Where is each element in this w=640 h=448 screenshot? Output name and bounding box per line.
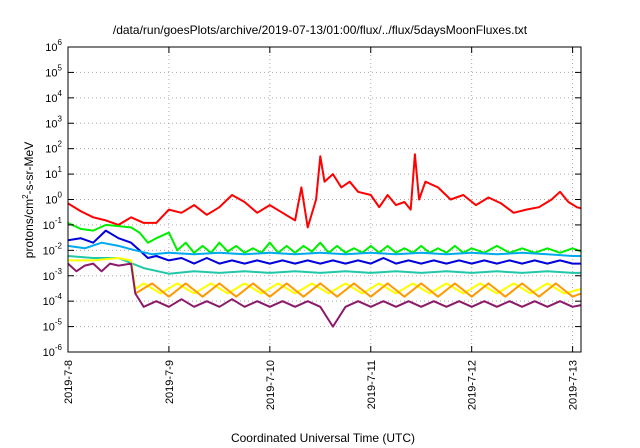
y-axis-label-base: protons/cm bbox=[22, 199, 36, 258]
y-tick-label: 106 bbox=[45, 38, 62, 54]
series-line-6 bbox=[68, 257, 582, 295]
y-tick-label: 103 bbox=[45, 114, 62, 130]
grid-lines bbox=[67, 47, 581, 352]
y-tick-label: 10-5 bbox=[43, 318, 63, 334]
x-tick-label: 2019-7-8 bbox=[63, 360, 75, 404]
series-line-8 bbox=[67, 262, 582, 328]
x-axis-ticks: 2019-7-8 2019-7-9 2019-7-10 2019-7-11 2019-7… bbox=[63, 47, 580, 410]
y-axis-label: protons/cm2-s-sr-MeV bbox=[21, 142, 36, 258]
y-tick-label: 101 bbox=[45, 165, 62, 181]
y-tick-label: 10-1 bbox=[43, 216, 63, 232]
y-axis-label-rest: -s-sr-MeV bbox=[22, 142, 36, 195]
y-tick-label: 10-2 bbox=[43, 241, 63, 257]
series-line-4 bbox=[67, 241, 581, 257]
y-axis-label-sup: 2 bbox=[21, 194, 30, 199]
series-line-5 bbox=[67, 255, 581, 275]
series-line-2 bbox=[67, 221, 582, 254]
chart-title: /data/run/goesPlots/archive/2019-07-13/0… bbox=[113, 23, 528, 37]
y-tick-label: 104 bbox=[45, 89, 62, 105]
y-tick-label: 102 bbox=[45, 140, 62, 156]
series-line-1 bbox=[67, 153, 582, 229]
y-tick-label: 10-4 bbox=[43, 292, 63, 308]
series-line-3 bbox=[67, 229, 581, 265]
y-tick-label: 105 bbox=[45, 63, 62, 79]
series-line-7 bbox=[134, 282, 582, 298]
x-tick-label: 2019-7-10 bbox=[265, 360, 277, 410]
series-layer bbox=[67, 153, 582, 328]
y-axis-ticks: 10-6 10-5 10-4 10-3 10-2 10-1 100 101 102 103 104 1… bbox=[43, 38, 581, 359]
x-tick-label: 2019-7-9 bbox=[164, 360, 176, 404]
y-tick-label: 10-3 bbox=[43, 267, 63, 283]
x-tick-label: 2019-7-11 bbox=[366, 360, 378, 409]
y-tick-label: 100 bbox=[45, 191, 62, 207]
x-tick-label: 2019-7-13 bbox=[568, 360, 580, 410]
y-tick-label: 10-6 bbox=[43, 343, 63, 359]
x-axis-label: Coordinated Universal Time (UTC) bbox=[231, 431, 415, 445]
x-tick-label: 2019-7-12 bbox=[467, 360, 479, 410]
